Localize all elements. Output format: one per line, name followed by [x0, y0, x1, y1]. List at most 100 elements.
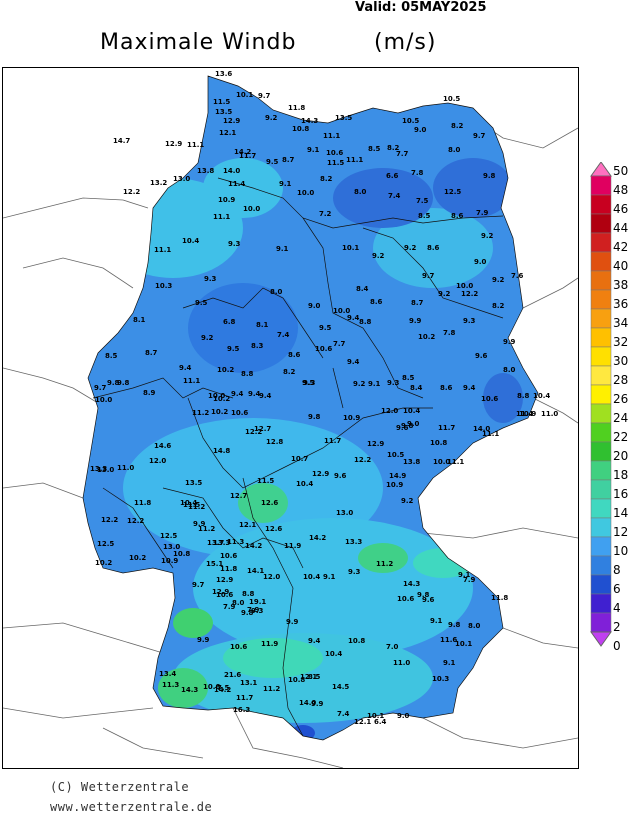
wind-value-label: 9.7	[473, 132, 486, 140]
wind-value-label: 7.9	[463, 576, 476, 584]
wind-value-label: 11.0	[393, 659, 410, 667]
wind-value-label: 9.1	[443, 659, 456, 667]
legend-value: 46	[613, 202, 629, 216]
wind-value-label: 8.0	[448, 146, 461, 154]
wind-value-label: 12.7	[230, 492, 247, 500]
legend-value: 0	[613, 639, 621, 653]
wind-value-label: 8.0	[503, 366, 516, 374]
legend-swatch	[590, 612, 612, 633]
wind-value-label: 9.2	[438, 290, 451, 298]
wind-value-label: 12.8	[266, 438, 283, 446]
wind-value-label: 8.2	[492, 302, 505, 310]
legend-value: 44	[613, 221, 629, 235]
wind-value-label: 10.9	[343, 414, 360, 422]
wind-value-label: 11.1	[482, 430, 499, 438]
legend-value: 22	[613, 430, 629, 444]
legend-swatch	[590, 308, 612, 329]
wind-value-label: 9.6	[475, 352, 488, 360]
wind-value-label: 9.3	[204, 275, 217, 283]
wind-value-label: 12.5	[97, 540, 114, 548]
wind-value-label: 9.5	[195, 299, 208, 307]
wind-value-label: 12.2	[354, 456, 371, 464]
wind-value-label: 11.2	[263, 685, 280, 693]
wind-value-label: 8.1	[256, 321, 269, 329]
wind-value-label: 7.5	[416, 197, 429, 205]
wind-value-label: 11.0	[541, 410, 558, 418]
valid-date: Valid: 05MAY2025	[355, 0, 487, 15]
wind-value-label: 9.8	[448, 621, 461, 629]
wind-value-label: 10.9	[386, 481, 403, 489]
wind-value-label: 11.1	[187, 141, 204, 149]
legend-swatch	[590, 403, 612, 424]
wind-value-label: 8.5	[402, 374, 415, 382]
wind-value-label: 14.1	[247, 567, 264, 575]
legend-value: 36	[613, 297, 629, 311]
wind-value-label: 9.8	[401, 422, 414, 430]
wind-value-label: 10.4	[533, 392, 550, 400]
wind-value-label: 9.5	[266, 158, 279, 166]
legend-swatch	[590, 289, 612, 310]
wind-value-label: 8.2	[451, 122, 464, 130]
wind-value-label: 8.6	[288, 351, 301, 359]
wind-value-label: 9.4	[347, 314, 360, 322]
wind-value-label: 11.4	[228, 180, 245, 188]
wind-value-label: 8.8	[241, 370, 254, 378]
wind-value-label: 13.3	[90, 465, 107, 473]
wind-value-label: 10.6	[230, 643, 247, 651]
wind-value-label: 8.3	[251, 342, 264, 350]
wind-value-label: 7.0	[386, 643, 399, 651]
wind-value-label: 10.0	[433, 458, 450, 466]
wind-value-label: 10.8	[430, 439, 447, 447]
wind-value-label: 10.4	[180, 499, 197, 507]
wind-value-label: 8.2	[283, 368, 296, 376]
wind-value-label: 8.5	[308, 673, 321, 681]
wind-value-label: 11.8	[134, 499, 151, 507]
wind-value-label: 12.6	[265, 525, 282, 533]
wind-value-label: 9.4	[463, 384, 476, 392]
wind-value-label: 8.5	[418, 212, 431, 220]
wind-value-label: 10.2	[211, 408, 228, 416]
wind-value-label: 9.8	[417, 591, 430, 599]
wind-value-label: 12.7	[254, 425, 271, 433]
wind-value-label: 11.9	[284, 542, 301, 550]
wind-value-label: 11.7	[438, 424, 455, 432]
wind-value-label: 10.4	[182, 237, 199, 245]
legend-value: 12	[613, 525, 629, 539]
wind-value-label: 9.1	[279, 180, 292, 188]
wind-value-label: 9.1	[368, 380, 381, 388]
wind-value-label: 12.2	[461, 290, 478, 298]
legend-top-arrow	[590, 161, 612, 177]
wind-value-label: 10.4	[303, 573, 320, 581]
legend-swatch	[590, 270, 612, 291]
wind-value-label: 9.8	[308, 413, 321, 421]
website-link[interactable]: www.wetterzentrale.de	[50, 800, 213, 814]
wind-value-label: 9.5	[227, 345, 240, 353]
wind-value-label: 11.8	[491, 594, 508, 602]
wind-value-label: 11.4	[516, 410, 533, 418]
wind-value-label: 8.6	[451, 212, 464, 220]
wind-value-label: 9.6	[334, 472, 347, 480]
wind-value-label: 7.2	[319, 210, 332, 218]
legend-swatch	[590, 460, 612, 481]
wind-value-label: 10.5	[402, 117, 419, 125]
wind-value-label: 13.4	[159, 670, 176, 678]
wind-value-label: 11.3	[227, 538, 244, 546]
wind-value-label: 14.7	[113, 137, 130, 145]
wind-value-label: 9.9	[286, 618, 299, 626]
legend-swatch	[590, 327, 612, 348]
wind-value-label: 9.0	[397, 712, 410, 720]
wind-value-label: 9.4	[259, 392, 272, 400]
wind-value-label: 10.9	[161, 557, 178, 565]
wind-value-label: 14.9	[389, 472, 406, 480]
legend-value: 4	[613, 601, 621, 615]
wind-value-label: 10.5	[443, 95, 460, 103]
wind-value-label: 10.6	[203, 683, 220, 691]
wind-value-label: 9.0	[474, 258, 487, 266]
wind-value-label: 11.2	[376, 560, 393, 568]
wind-value-label: 9.1	[276, 245, 289, 253]
wind-value-label: 10.6	[220, 552, 237, 560]
wind-value-label: 21.6	[224, 671, 241, 679]
wind-value-label: 12.9	[212, 588, 229, 596]
wind-value-label: 11.1	[323, 132, 340, 140]
wind-value-label: 13.3	[213, 539, 230, 547]
